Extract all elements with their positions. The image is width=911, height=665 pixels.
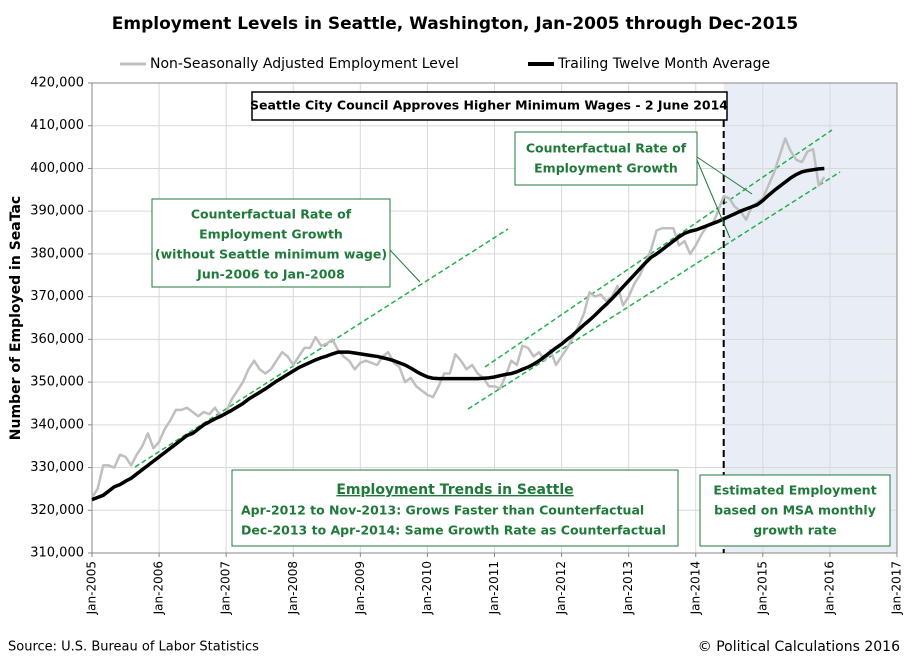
y-tick-label: 330,000 [30,460,84,475]
x-tick-label: Jan-2007 [219,561,233,615]
legend-label: Trailing Twelve Month Average [557,56,770,72]
arrows [389,156,753,283]
credit: © Political Calculations 2016 [698,639,900,655]
annotation: (without Seattle minimum wage) [155,247,387,262]
x-tick-label: Jan-2015 [755,561,769,615]
y-tick-label: 400,000 [30,161,84,176]
annotation-box [231,469,679,547]
annotation: growth rate [753,523,837,538]
annotation: based on MSA monthly [714,503,876,518]
annotation: Counterfactual Rate of [191,207,352,222]
y-tick-label: 380,000 [30,246,84,261]
x-tick-label: Jan-2013 [621,561,635,615]
annotation: Employment Growth [534,161,678,176]
x-tick-label: Jan-2008 [286,561,300,615]
series-lines [90,137,826,502]
event-box [251,91,728,121]
source: Source: U.S. Bureau of Labor Statistics [8,640,259,655]
x-tick-label: Jan-2006 [152,561,166,615]
y-tick-label: 360,000 [30,332,84,347]
x-tick-label: Jan-2005 [85,561,99,615]
x-tick-label: Jan-2012 [554,561,568,615]
x-tick-label: Jan-2014 [688,561,702,615]
chart-title: Employment Levels in Seattle, Washington… [112,14,798,34]
y-tick-label: 310,000 [30,546,84,561]
event-label: Seattle City Council Approves Higher Min… [250,98,728,113]
annotation-box [151,198,391,288]
y-tick-label: 350,000 [30,375,84,390]
y-tick-label: 390,000 [30,204,84,219]
x-tick-label: Jan-2009 [353,561,367,615]
counterfactual-lines [134,129,841,468]
annotation: Jun-2006 to Jan-2008 [196,267,345,282]
y-axis-label: Number of Employed in SeaTac [8,196,24,440]
annotation-title: Employment Trends in Seattle [336,482,573,498]
y-tick-label: 410,000 [30,118,84,133]
y-tick-label: 340,000 [30,417,84,432]
y-tick-label: 420,000 [30,76,84,91]
annotation-box [699,474,891,547]
x-tick-label: Jan-2016 [822,561,836,615]
annotation: Counterfactual Rate of [526,141,687,156]
x-tick-label: Jan-2011 [487,561,501,615]
legend-label: Non-Seasonally Adjusted Employment Level [150,56,459,72]
y-tick-label: 370,000 [30,289,84,304]
x-tick-label: Jan-2017 [890,561,904,615]
series-line [91,166,825,502]
annotation: Employment Growth [199,227,343,242]
y-tick-label: 320,000 [30,503,84,518]
annotation-box [514,131,698,186]
x-tick-label: Jan-2010 [420,561,434,615]
annotation: Dec-2013 to Apr-2014: Same Growth Rate a… [241,523,666,538]
annotation: Estimated Employment [713,483,876,498]
series-line [90,137,826,499]
annotation: Apr-2012 to Nov-2013: Grows Faster than … [241,503,644,518]
